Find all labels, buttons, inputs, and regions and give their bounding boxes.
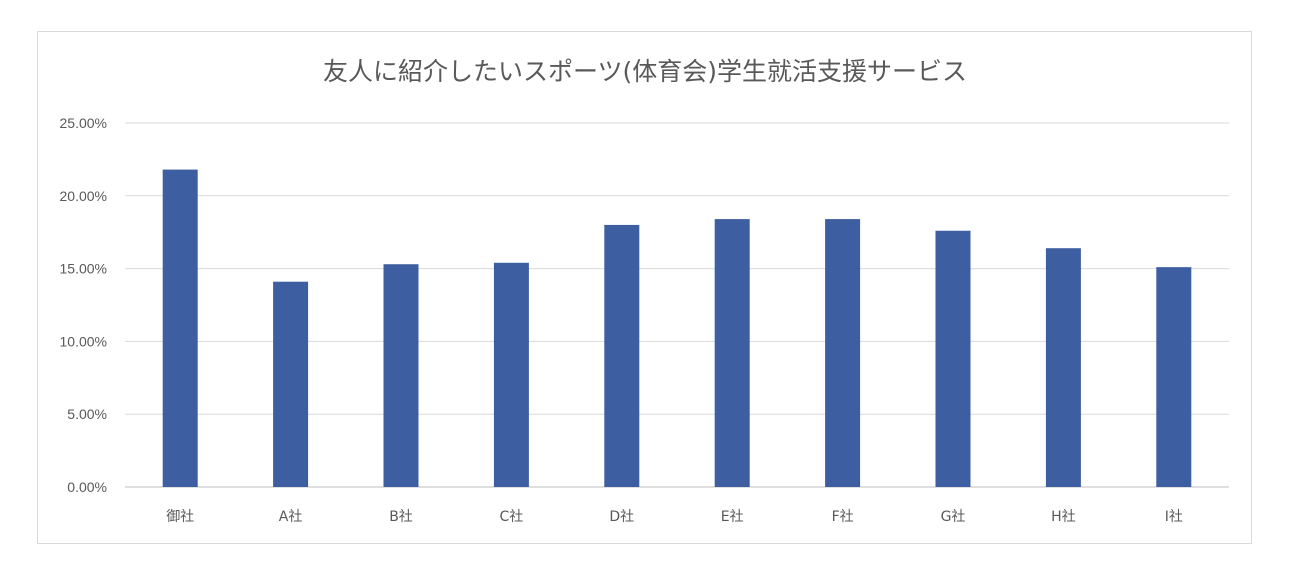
gridlines: [125, 122, 1229, 488]
bar: [493, 262, 529, 487]
bar: [1045, 248, 1081, 487]
x-axis-ticks: 御社 A社 B社 C社 D社 E社 F社 G社 H社 I社: [166, 509, 1183, 525]
bar: [162, 169, 198, 488]
y-tick-label: 15.00%: [60, 261, 107, 277]
bars: [162, 169, 1192, 488]
y-tick-label: 5.00%: [67, 406, 107, 422]
bar: [825, 219, 861, 487]
y-tick-label: 0.00%: [67, 479, 107, 495]
x-tick-label: 御社: [166, 509, 194, 525]
x-tick-label: H社: [1051, 509, 1076, 525]
x-tick-label: D社: [609, 509, 634, 525]
bar: [714, 219, 750, 487]
bar: [383, 264, 419, 487]
y-axis-ticks: 0.00% 5.00% 10.00% 15.00% 20.00% 25.00%: [60, 115, 107, 495]
bar: [273, 281, 309, 487]
x-tick-label: B社: [389, 509, 413, 525]
bar: [604, 224, 640, 488]
chart-title: 友人に紹介したいスポーツ(体育会)学生就活支援サービス: [323, 57, 967, 86]
x-tick-label: G社: [941, 509, 966, 525]
x-tick-label: C社: [500, 509, 524, 525]
x-tick-label: F社: [832, 509, 854, 525]
y-tick-label: 20.00%: [60, 188, 107, 204]
bar: [1156, 267, 1192, 487]
y-tick-label: 10.00%: [60, 333, 107, 349]
x-tick-label: I社: [1165, 509, 1183, 525]
x-tick-label: E社: [721, 509, 744, 525]
bar: [935, 230, 971, 487]
x-tick-label: A社: [279, 509, 303, 525]
y-tick-label: 25.00%: [60, 115, 107, 131]
